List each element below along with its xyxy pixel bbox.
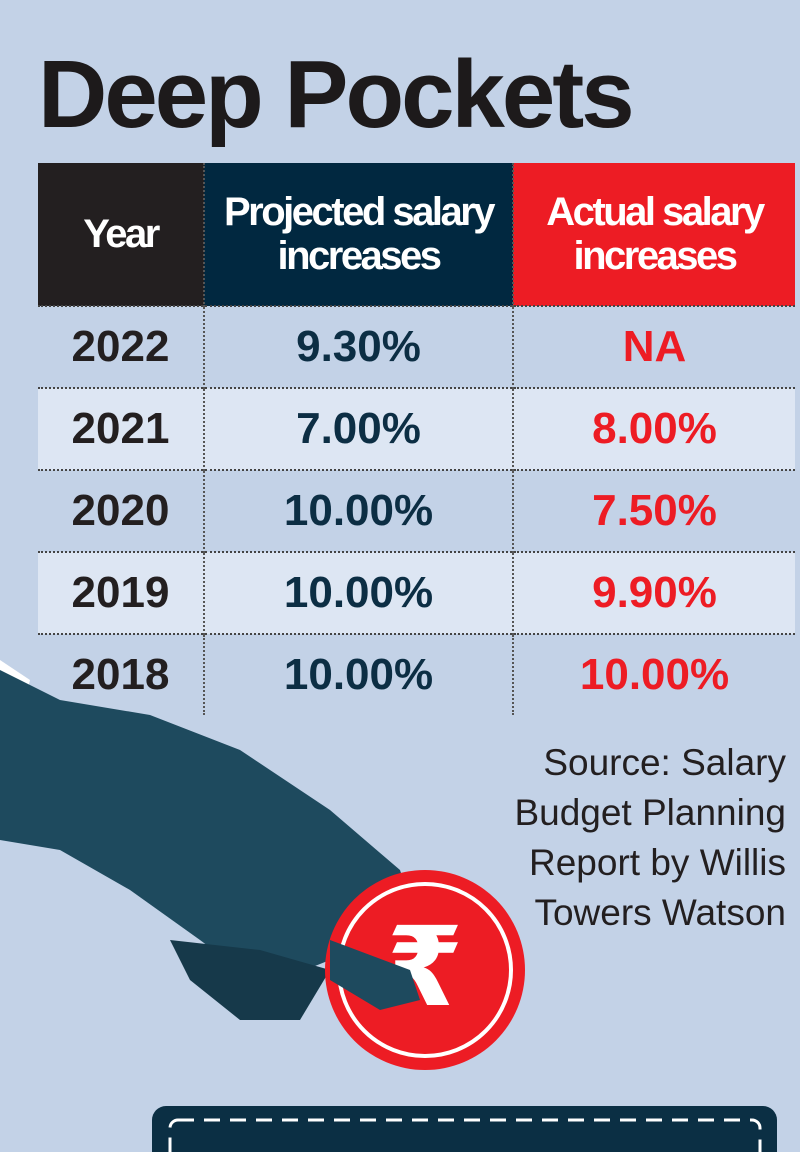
cell-projected: 7.00% [203,387,513,470]
cell-year: 2021 [38,387,204,470]
table-row: 2018 10.00% 10.00% [38,633,795,715]
hand-icon [0,660,420,1020]
cell-projected: 10.00% [203,551,513,634]
cell-projected: 10.00% [203,469,513,552]
cell-actual: 10.00% [512,633,795,715]
cell-year: 2022 [38,305,204,388]
source-text: Salary Budget Planning Report by Willis … [514,742,786,933]
wallet-icon [152,1106,777,1152]
rupee-coin-icon: ₹ [325,870,525,1070]
table-row: 2022 9.30% NA [38,305,795,388]
cell-year: 2020 [38,469,204,552]
page-title: Deep Pockets [38,41,635,148]
salary-table: Year Projected salary increases Actual s… [38,163,795,715]
cell-projected: 10.00% [203,633,513,715]
cell-projected: 9.30% [203,305,513,388]
hand-coin-illustration: ₹ [0,660,777,1152]
header-projected: Projected salary increases [203,163,513,306]
table-row: 2020 10.00% 7.50% [38,469,795,552]
cell-actual: NA [512,305,795,388]
header-year: Year [38,163,204,306]
cell-year: 2019 [38,551,204,634]
table-header-row: Year Projected salary increases Actual s… [38,163,795,306]
table-row: 2021 7.00% 8.00% [38,387,795,470]
cell-actual: 7.50% [512,469,795,552]
source-label: Source: [543,742,671,783]
cell-actual: 8.00% [512,387,795,470]
header-actual: Actual salary increases [512,163,795,306]
source-note: Source: Salary Budget Planning Report by… [446,738,786,938]
cell-actual: 9.90% [512,551,795,634]
table-row: 2019 10.00% 9.90% [38,551,795,634]
